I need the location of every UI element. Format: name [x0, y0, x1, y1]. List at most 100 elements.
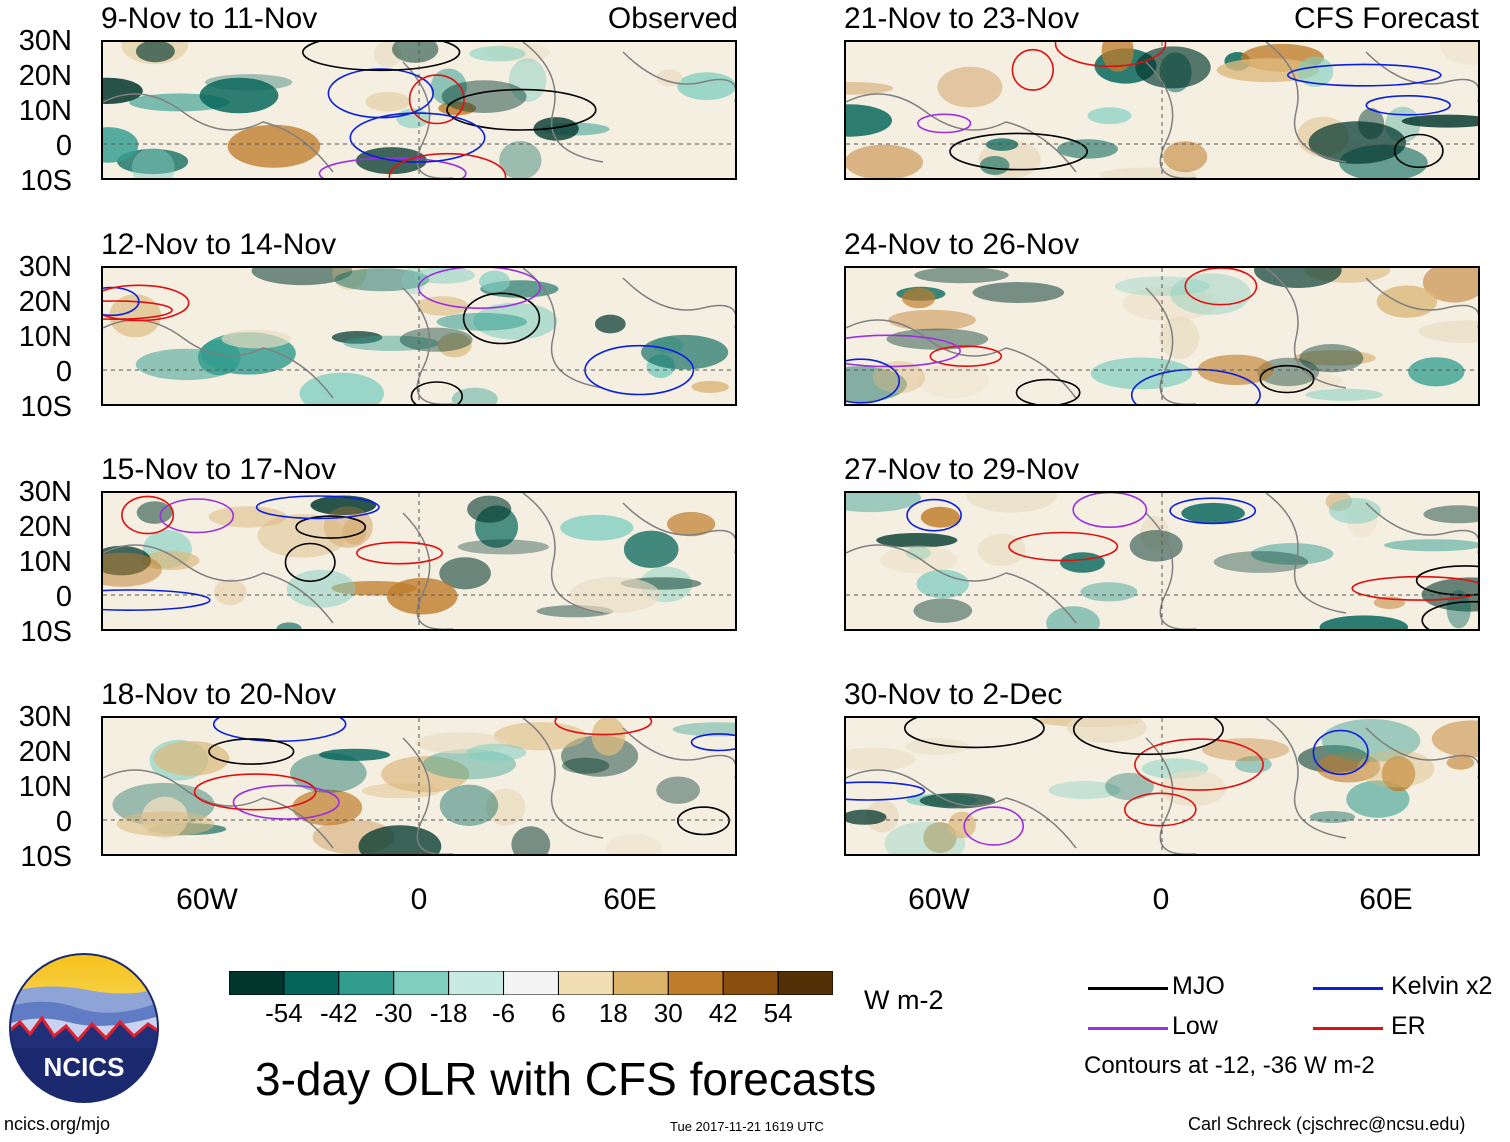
wave-contour [554, 718, 653, 736]
wave-contour [208, 738, 295, 765]
panel-title: 30-Nov to 2-Dec [844, 678, 1063, 711]
y-tick-label: 10S [20, 841, 72, 873]
wave-contour [917, 113, 972, 134]
olr-anomaly-blob [1446, 755, 1475, 770]
olr-anomaly-blob [966, 493, 1057, 513]
footer-url[interactable]: ncics.org/mjo [4, 1114, 111, 1134]
olr-anomaly-blob [392, 42, 439, 63]
olr-anomaly-blob [1090, 357, 1193, 390]
colorbar-label: -18 [429, 998, 468, 1028]
coastline [103, 493, 735, 629]
olr-anomaly-blob [103, 552, 162, 587]
legend-line-mjo [1088, 987, 1168, 990]
wave-contour [1015, 378, 1081, 404]
y-tick-label: 30N [18, 25, 72, 57]
olr-anomaly-blob [135, 42, 175, 63]
olr-anomaly-blob [499, 141, 542, 178]
coastline [846, 493, 1478, 629]
map-panel-forecast-1 [844, 40, 1480, 180]
olr-anomaly-blob [276, 622, 302, 629]
olr-anomaly-blob [290, 752, 367, 793]
olr-anomaly-blob [641, 334, 729, 370]
colorbar-label: 18 [598, 998, 628, 1028]
colorbar-units: W m-2 [864, 985, 944, 1015]
olr-anomaly-blob [1423, 505, 1478, 524]
contour-note: Contours at -12, -36 W m-2 [1084, 1052, 1375, 1079]
olr-anomaly-blob [1046, 606, 1100, 629]
y-tick-label: 30N [18, 476, 72, 508]
x-tick-label: 0 [410, 883, 428, 916]
y-tick-label: 0 [55, 806, 72, 838]
olr-anomaly-blob [884, 821, 966, 854]
olr-anomaly-blob [916, 569, 969, 599]
map-panel-observed-4 [101, 716, 737, 856]
olr-anomaly-blob [846, 104, 892, 137]
logo-text: NCICS [44, 1052, 125, 1082]
wave-contour [410, 381, 463, 404]
olr-anomaly-blob [109, 294, 162, 338]
coastline [103, 42, 735, 178]
olr-anomaly-blob [846, 493, 921, 513]
olr-anomaly-blob [1357, 750, 1435, 788]
wave-contour [408, 74, 465, 125]
olr-anomaly-blob [451, 387, 498, 404]
wave-contour [212, 718, 347, 742]
colorbar-swatch [722, 970, 779, 996]
olr-anomaly-blob [439, 557, 491, 590]
panel-title: 18-Nov to 20-Nov [101, 678, 337, 711]
y-tick-label: 10N [18, 95, 72, 127]
wave-contour [1072, 718, 1224, 756]
olr-anomaly-blob [1080, 582, 1138, 602]
wave-contour [1011, 48, 1055, 91]
coastline [846, 42, 1478, 178]
y-tick-label: 10S [20, 165, 72, 197]
olr-anomaly-blob [937, 66, 1003, 108]
wave-contour [159, 498, 235, 534]
wave-contour [103, 284, 190, 322]
map-panel-observed-1 [101, 40, 737, 180]
olr-anomaly-blob [656, 69, 683, 87]
colorbar-label: -6 [491, 998, 516, 1028]
map-panel-forecast-3 [844, 491, 1480, 631]
olr-anomaly-blob [1328, 497, 1381, 524]
olr-anomaly-blob [436, 312, 527, 331]
olr-anomaly-blob [103, 127, 139, 163]
olr-anomaly-blob [672, 722, 735, 737]
olr-anomaly-blob [310, 495, 377, 516]
olr-anomaly-blob [466, 743, 527, 762]
olr-anomaly-blob [985, 138, 1019, 151]
legend-line-low [1088, 1027, 1168, 1030]
wave-contour [295, 515, 367, 539]
wave-contour [1008, 531, 1119, 562]
panel-title: 27-Nov to 29-Nov [844, 453, 1080, 486]
olr-anomaly-blob [560, 514, 634, 541]
olr-anomaly-blob [1257, 357, 1320, 387]
olr-anomaly-blob [594, 314, 626, 334]
olr-anomaly-blob [136, 501, 173, 524]
panel-title: 12-Nov to 14-Nov [101, 228, 337, 261]
olr-anomaly-blob [569, 577, 661, 613]
olr-anomaly-blob [437, 332, 472, 358]
olr-anomaly-blob [1254, 268, 1342, 288]
wave-contour [284, 542, 336, 583]
olr-anomaly-blob [299, 372, 384, 404]
y-tick-label: 20N [18, 511, 72, 543]
footer-credit: Carl Schreck (cjschrec@ncsu.edu) [1188, 1114, 1466, 1134]
olr-anomaly-blob [251, 268, 353, 286]
colorbar-swatch [283, 970, 340, 996]
colorbar-label: 42 [708, 998, 738, 1028]
olr-anomaly-blob [208, 506, 287, 528]
colorbar-swatch [503, 970, 559, 996]
y-tick-label: 30N [18, 701, 72, 733]
olr-anomaly-blob [677, 72, 735, 101]
legend-line-er [1313, 1027, 1383, 1030]
olr-anomaly-blob [414, 268, 475, 284]
wave-contour [1169, 497, 1257, 525]
olr-anomaly-blob [439, 784, 499, 826]
olr-anomaly-blob [1060, 552, 1105, 573]
olr-anomaly-blob [979, 156, 1010, 175]
colorbar-swatch [228, 970, 285, 996]
olr-anomaly-blob [399, 327, 473, 352]
y-tick-label: 20N [18, 286, 72, 318]
olr-anomaly-blob [1251, 543, 1334, 565]
